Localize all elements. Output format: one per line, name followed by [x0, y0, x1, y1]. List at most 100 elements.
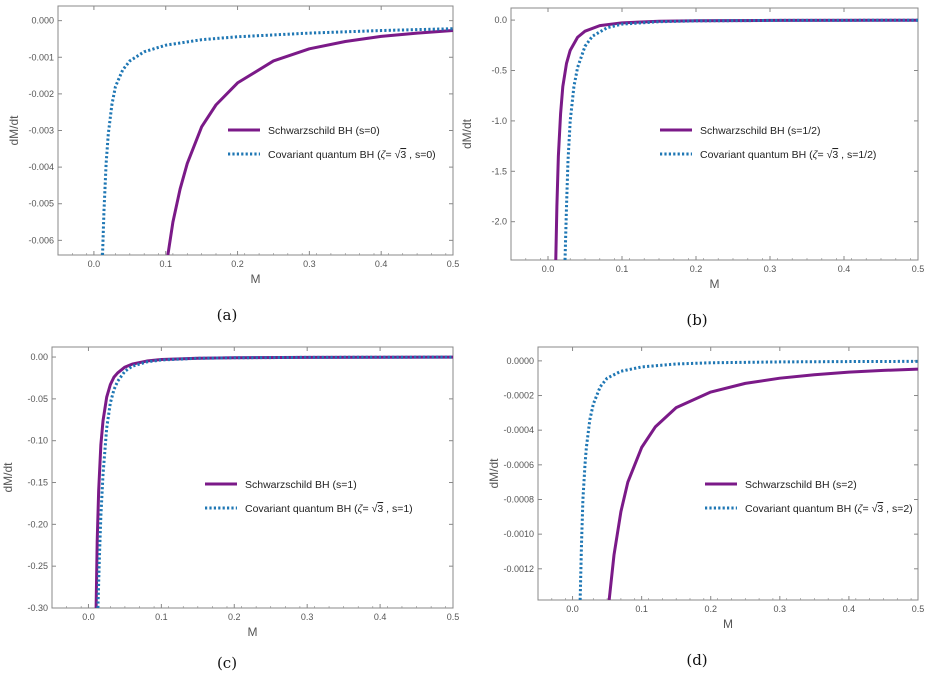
- y-tick-label: -0.15: [27, 478, 48, 488]
- x-tick-label: 0.1: [155, 612, 168, 622]
- panel-caption: (c): [217, 654, 237, 672]
- x-tick-label: 0.2: [228, 612, 241, 622]
- series-line-schwarzschild: [94, 355, 453, 608]
- legend-sqrt-symbol: √: [872, 503, 878, 515]
- y-tick-label: -1.5: [491, 166, 507, 176]
- x-tick-label: 0.3: [301, 612, 314, 622]
- x-tick-label: 0.4: [374, 612, 387, 622]
- x-tick-label: 0.3: [303, 259, 316, 269]
- y-tick-label: 0.000: [31, 16, 54, 26]
- legend-text-prefix: Covariant quantum BH (: [268, 149, 381, 161]
- x-tick-label: 0.3: [764, 264, 777, 274]
- x-axis-label: M: [710, 277, 720, 291]
- legend-radicand: 3: [877, 503, 883, 515]
- legend-entry: Schwarzschild BH (s=1): [245, 479, 357, 491]
- legend-text-suffix: , s=1/2): [838, 149, 876, 161]
- legend-text-suffix: , s=0): [406, 149, 435, 161]
- y-tick-label: -0.0002: [503, 391, 534, 401]
- x-tick-label: 0.4: [838, 264, 851, 274]
- x-tick-label: 0.0: [88, 259, 101, 269]
- x-tick-label: 0.4: [843, 604, 856, 614]
- plot-frame: [537, 346, 919, 601]
- y-tick-label: 0.0000: [506, 356, 534, 366]
- y-tick-label: -2.0: [491, 217, 507, 227]
- x-tick-label: 0.5: [447, 259, 460, 269]
- y-tick-label: -0.0004: [503, 425, 534, 435]
- legend-entry: Covariant quantum BH (ζ= √3 , s=0): [268, 149, 436, 161]
- y-tick-label: -0.30: [27, 603, 48, 613]
- y-axis-label: dM/dt: [487, 458, 501, 489]
- legend-zeta-symbol: ζ: [813, 149, 819, 161]
- x-axis-label: M: [251, 272, 261, 286]
- legend-radicand: 3: [377, 503, 383, 515]
- legend-text-suffix: , s=2): [883, 503, 912, 515]
- legend-text-prefix: Covariant quantum BH (: [245, 503, 358, 515]
- x-tick-label: 0.0: [82, 612, 95, 622]
- x-tick-label: 0.5: [447, 612, 460, 622]
- y-tick-label: -1.0: [491, 116, 507, 126]
- y-tick-label: -0.5: [491, 65, 507, 75]
- y-tick-label: -0.0012: [503, 564, 534, 574]
- legend-entry: Covariant quantum BH (ζ= √3 , s=1/2): [700, 149, 876, 161]
- y-axis-label: dM/dt: [1, 462, 15, 493]
- legend-text-suffix: , s=1): [383, 503, 412, 515]
- y-tick-label: -0.004: [28, 162, 54, 172]
- legend-entry: Covariant quantum BH (ζ= √3 , s=1): [245, 503, 413, 515]
- y-tick-label: -0.25: [27, 561, 48, 571]
- y-tick-label: -0.003: [28, 126, 54, 136]
- y-tick-label: 0.00: [30, 352, 48, 362]
- series-line-schwarzschild: [554, 18, 918, 260]
- legend-zeta-symbol: ζ: [358, 503, 364, 515]
- series-line-covariant-quantum: [101, 27, 453, 255]
- legend-sqrt-symbol: √: [395, 149, 401, 161]
- legend-entry: Covariant quantum BH (ζ= √3 , s=2): [745, 503, 913, 515]
- y-tick-label: -0.0006: [503, 460, 534, 470]
- y-tick-label: -0.0008: [503, 494, 534, 504]
- legend-radicand: 3: [400, 149, 406, 161]
- x-tick-label: 0.1: [635, 604, 648, 614]
- x-tick-label: 0.5: [912, 604, 925, 614]
- x-tick-label: 0.3: [774, 604, 787, 614]
- series-line-schwarzschild: [166, 29, 453, 255]
- y-tick-label: -0.001: [28, 52, 54, 62]
- x-tick-label: 0.0: [566, 604, 579, 614]
- chart-panel-a: 0.0 0.1 0.2 0.3 0.4 0.5 0.000 -0.001 -0.002 -0.00…: [7, 5, 460, 324]
- legend-sqrt-symbol: √: [827, 149, 833, 161]
- legend-radicand: 3: [832, 149, 838, 161]
- legend-entry: Schwarzschild BH (s=2): [745, 479, 857, 491]
- x-tick-label: 0.4: [375, 259, 388, 269]
- y-tick-label: -0.20: [27, 519, 48, 529]
- x-tick-label: 0.1: [159, 259, 172, 269]
- x-tick-label: 0.2: [231, 259, 244, 269]
- y-axis-label: dM/dt: [7, 115, 21, 146]
- chart-panel-b: 0.0 0.1 0.2 0.3 0.4 0.5 0.0 -0.5 -1.0 -1.5 -2.0 MdM…: [460, 7, 925, 329]
- panel-caption: (d): [686, 651, 707, 669]
- plot-frame: [51, 346, 454, 609]
- x-axis-label: M: [723, 617, 733, 631]
- chart-panel-c: 0.0 0.1 0.2 0.3 0.4 0.5 0.00 -0.05 -0.10 -0.15 -0.…: [1, 346, 460, 672]
- panel-caption: (b): [686, 311, 707, 329]
- y-tick-label: -0.10: [27, 436, 48, 446]
- legend-text-prefix: Covariant quantum BH (: [700, 149, 813, 161]
- legend-zeta-symbol: ζ: [381, 149, 387, 161]
- series-line-schwarzschild: [607, 367, 918, 600]
- legend-entry: Schwarzschild BH (s=1/2): [700, 125, 821, 137]
- y-tick-label: -0.005: [28, 199, 54, 209]
- y-tick-label: -0.05: [27, 394, 48, 404]
- x-tick-label: 0.0: [542, 264, 555, 274]
- x-tick-label: 0.5: [912, 264, 925, 274]
- y-tick-label: -0.002: [28, 89, 54, 99]
- x-tick-label: 0.2: [704, 604, 717, 614]
- chart-panel-d: 0.0 0.1 0.2 0.3 0.4 0.5 0.0000 -0.0002 -0.0004 -0…: [487, 346, 925, 669]
- x-axis-label: M: [248, 625, 258, 639]
- series-line-covariant-quantum: [563, 18, 918, 260]
- legend-equals: =: [363, 503, 372, 515]
- legend-equals: =: [863, 503, 872, 515]
- legend-equals: =: [818, 149, 827, 161]
- y-axis-label: dM/dt: [460, 118, 474, 149]
- y-tick-label: 0.0: [494, 15, 507, 25]
- series-line-covariant-quantum: [578, 359, 918, 600]
- legend-sqrt-symbol: √: [372, 503, 378, 515]
- x-tick-label: 0.1: [616, 264, 629, 274]
